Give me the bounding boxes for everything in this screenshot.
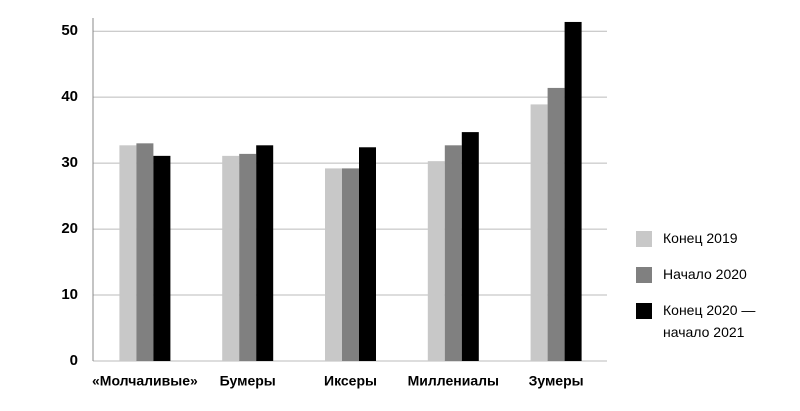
y-tick-label: 20 [61,220,78,237]
bar [359,147,376,361]
x-tick-label: Бумеры [220,373,276,389]
legend-label: Начало 2020 [663,266,747,282]
x-tick-label: Иксеры [324,373,377,389]
y-tick-label: 30 [61,154,78,171]
legend-item: Конец 2019 [636,230,796,249]
legend-label: Конец 2019 [663,230,738,246]
bar [530,104,548,362]
bar [222,155,240,361]
legend-label: Конец 2020 — начало 2021 [663,302,756,340]
legend-swatch [636,303,652,319]
legend-item: Конец 2020 — начало 2021 [636,302,796,343]
bar [153,155,171,361]
bar [461,132,479,361]
y-tick-label: 0 [70,352,78,369]
bar [119,145,137,361]
bar [325,168,342,361]
x-tick-label: «Молчаливые» [92,373,198,389]
bar [256,145,274,361]
legend: Конец 2019 Начало 2020 Конец 2020 — начало… [636,230,796,360]
bar [444,145,462,361]
bar [547,87,565,362]
y-tick-label: 10 [61,286,78,303]
bar [136,143,154,361]
legend-item: Начало 2020 [636,266,796,285]
y-tick-label: 40 [61,88,78,105]
x-tick-label: Миллениалы [408,373,499,389]
bar [239,153,257,361]
y-tick-label: 50 [61,22,78,39]
bar [427,161,445,361]
legend-swatch [636,267,652,283]
x-tick-label: Зумеры [529,373,584,389]
legend-swatch [636,231,652,247]
bar [564,21,582,361]
bar [342,168,359,361]
